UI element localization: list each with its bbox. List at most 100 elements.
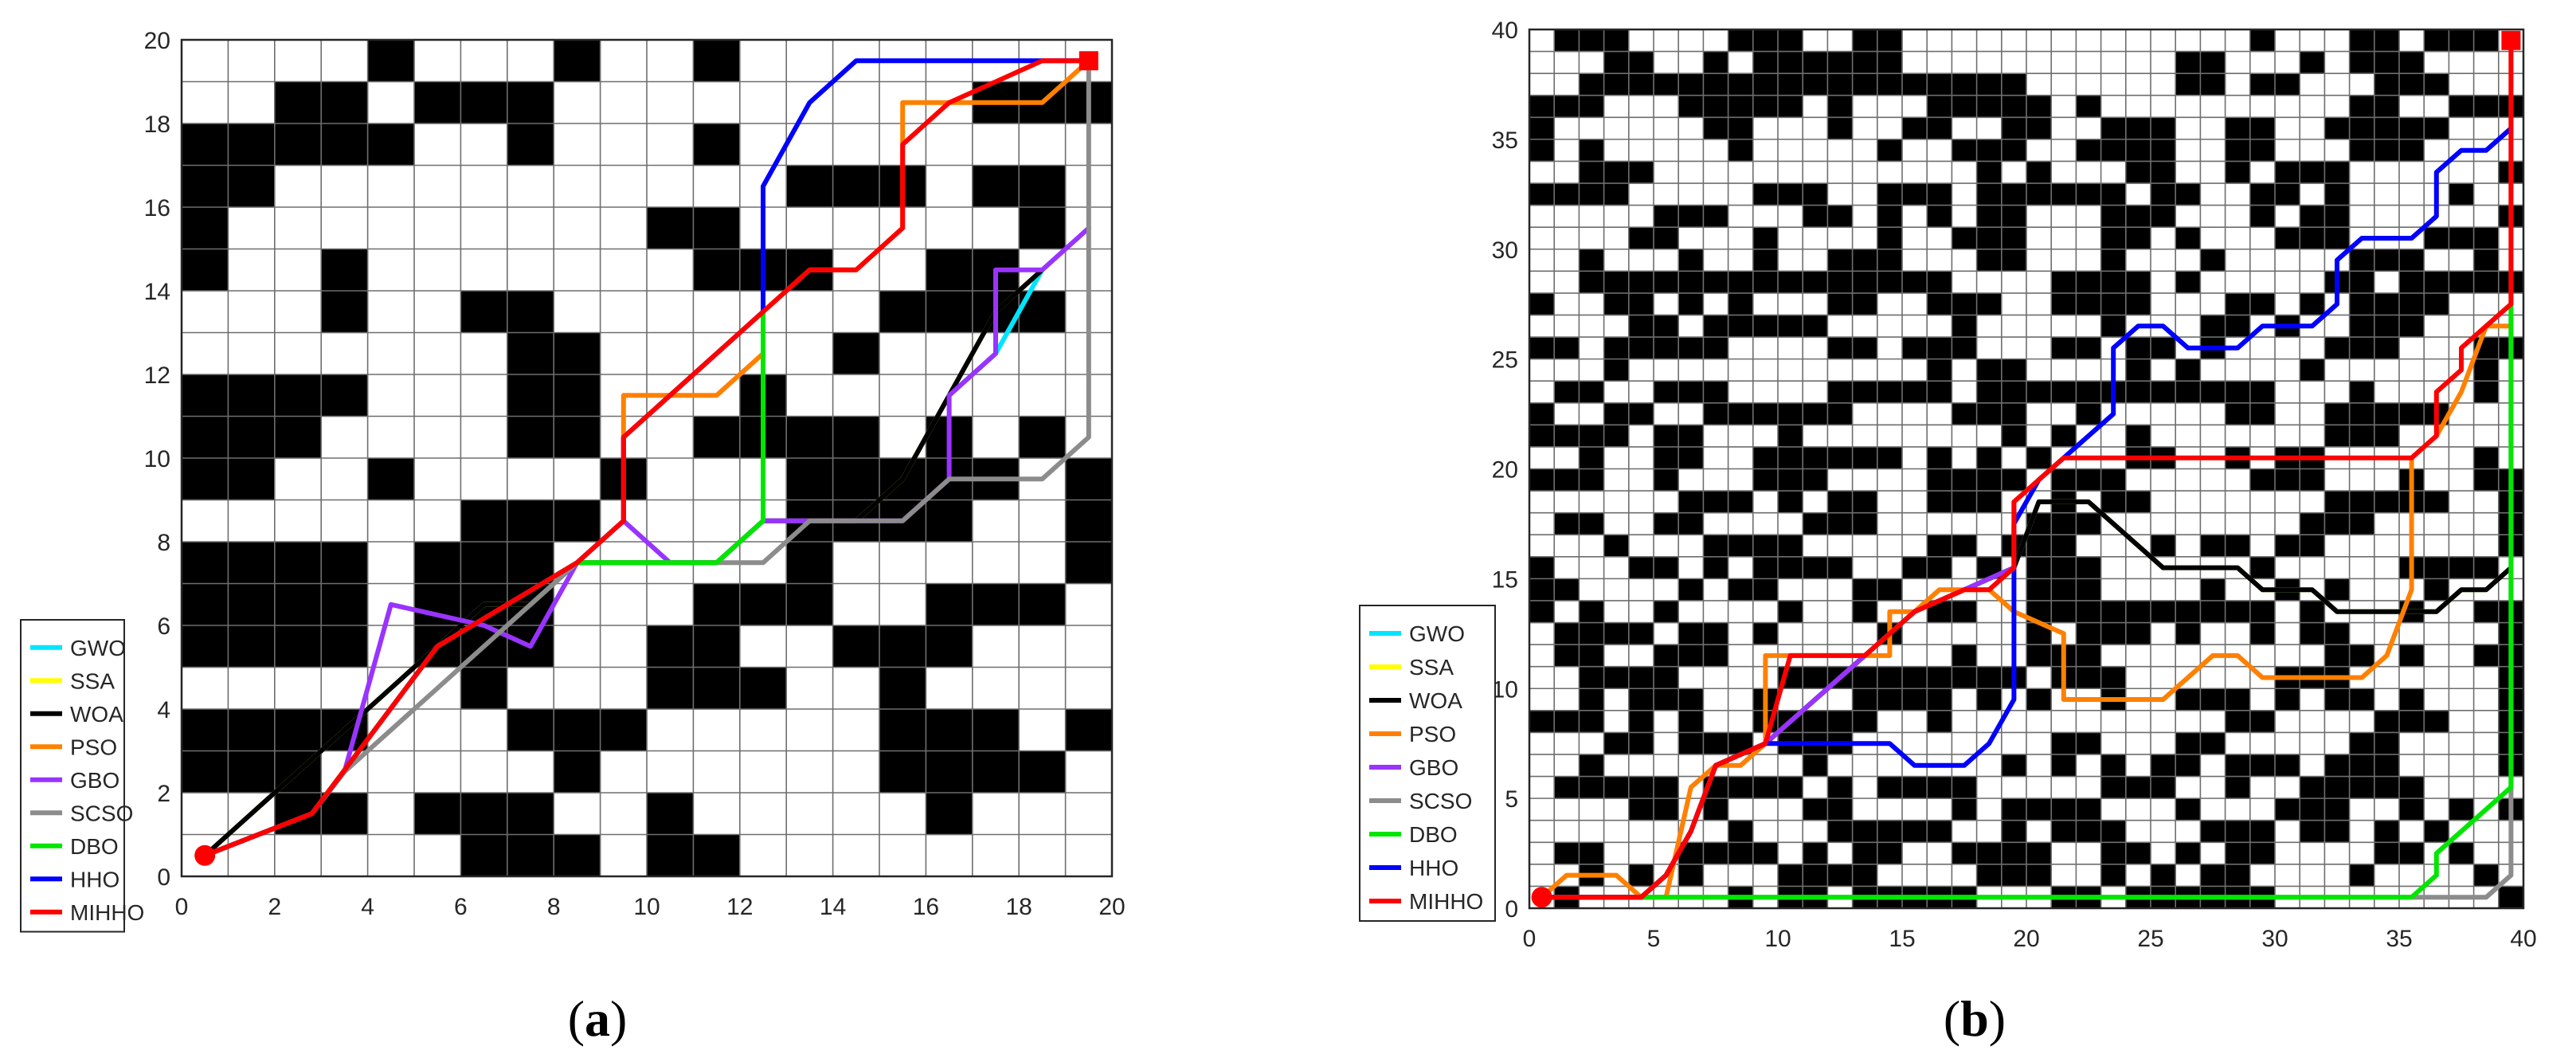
obstacle-cell <box>2300 512 2325 535</box>
obstacle-cell <box>1827 491 1854 514</box>
obstacle-cell <box>2175 622 2201 645</box>
x-tick-label: 10 <box>633 894 660 920</box>
obstacle-cell <box>2076 578 2102 601</box>
obstacle-cell <box>2374 842 2400 865</box>
obstacle-cell <box>2001 139 2027 163</box>
obstacle-cell <box>1877 776 1903 799</box>
obstacle-cell <box>2051 381 2077 404</box>
obstacle-cell <box>1877 73 1903 96</box>
obstacle-cell <box>1654 271 1679 294</box>
obstacle-cell <box>2076 556 2102 579</box>
obstacle-cell <box>1628 688 1654 711</box>
obstacle-cell <box>2399 271 2425 294</box>
obstacle-cell <box>2151 161 2176 184</box>
caption-letter: a <box>585 990 610 1047</box>
obstacle-cell <box>2275 183 2300 206</box>
obstacle-cell <box>1778 468 1803 492</box>
obstacle-cell <box>1927 468 1952 492</box>
series-line-dbo <box>1539 301 2514 900</box>
obstacle-cell <box>2151 183 2176 206</box>
obstacle-cell <box>228 165 276 208</box>
obstacle-cell <box>2374 73 2400 96</box>
obstacle-cell <box>1927 359 1952 382</box>
legend-label-ssa: SSA <box>1409 655 1454 680</box>
legend-label-gbo: GBO <box>70 768 119 793</box>
obstacle-cell <box>1803 205 1828 228</box>
obstacle-cell <box>2225 776 2251 799</box>
obstacle-cell <box>2100 666 2127 689</box>
obstacle-cell <box>2001 842 2027 865</box>
x-tick-label: 16 <box>913 894 939 920</box>
obstacle-cell <box>1827 117 1854 140</box>
obstacle-cell <box>786 542 834 585</box>
obstacle-cell <box>507 332 554 375</box>
obstacle-cell <box>2249 468 2276 492</box>
obstacle-cell <box>1902 271 1928 294</box>
obstacle-cell <box>1678 688 1704 711</box>
obstacle-cell <box>1678 271 1704 294</box>
obstacle-cell <box>1752 249 1779 272</box>
obstacle-cell <box>1628 622 1654 645</box>
obstacle-cell <box>1529 425 1555 448</box>
obstacle-cell <box>1703 842 1729 865</box>
obstacle-cell <box>879 667 926 710</box>
obstacle-cell <box>274 416 322 459</box>
obstacle-cell <box>2175 688 2201 711</box>
obstacle-cell <box>1976 73 2002 96</box>
obstacle-cell <box>2225 710 2251 733</box>
caption-close: ) <box>1989 990 2006 1047</box>
obstacle-cell <box>1877 578 1903 601</box>
obstacle-cell <box>1065 458 1113 501</box>
obstacle-cell <box>1579 95 1605 118</box>
obstacle-cell <box>1529 402 1555 425</box>
obstacle-cell <box>879 291 926 334</box>
obstacle-cell <box>1703 337 1729 360</box>
obstacle-cell <box>2001 249 2027 272</box>
obstacle-cell <box>1877 29 1903 53</box>
obstacle-cell <box>1877 227 1903 250</box>
x-tick-label: 35 <box>2386 926 2412 952</box>
obstacle-cell <box>1902 666 1928 689</box>
obstacle-cell <box>2100 249 2127 272</box>
obstacle-cell <box>2399 798 2425 821</box>
y-tick-label: 30 <box>1492 237 1518 264</box>
obstacle-cell <box>2349 292 2375 316</box>
obstacle-cell <box>693 40 741 83</box>
obstacle-cell <box>1752 227 1779 250</box>
obstacle-cell <box>1529 292 1555 316</box>
obstacle-cell <box>1654 600 1679 624</box>
caption-close: ) <box>610 990 627 1047</box>
obstacle-cell <box>2125 337 2151 360</box>
obstacle-cell <box>1803 271 1828 294</box>
obstacle-cell <box>1778 402 1803 425</box>
y-tick-label: 20 <box>1492 457 1518 484</box>
obstacle-cell <box>1628 776 1654 799</box>
obstacle-cell <box>507 709 554 752</box>
legend-label-scso: SCSO <box>70 801 133 825</box>
legend-label-mihho: MIHHO <box>1409 889 1483 914</box>
obstacle-cell <box>2275 161 2300 184</box>
obstacle-cell <box>1529 95 1555 118</box>
obstacle-cell <box>1877 820 1903 843</box>
obstacle-cell <box>2026 578 2052 601</box>
obstacle-cell <box>2051 183 2077 206</box>
y-tick-label: 4 <box>157 697 170 723</box>
obstacle-cell <box>1952 842 1978 865</box>
obstacle-cell <box>1703 95 1729 118</box>
obstacle-cell <box>2125 776 2151 799</box>
obstacle-cell <box>1703 271 1729 294</box>
obstacle-cell <box>1603 271 1630 294</box>
obstacle-cell <box>2151 535 2176 558</box>
obstacle-cell <box>1579 425 1605 448</box>
x-tick-label: 0 <box>1523 926 1537 952</box>
obstacle-cell <box>1654 205 1679 228</box>
legend: GWO SSA WOA PSO GBO SCSO DBO HHO MIHHO <box>20 619 144 933</box>
obstacle-cell <box>2051 468 2077 492</box>
obstacle-cell <box>2051 578 2077 601</box>
obstacle-cell <box>1952 468 1978 492</box>
obstacle-cell <box>1752 556 1779 579</box>
obstacle-cell <box>2026 798 2052 821</box>
obstacle-cell <box>2374 51 2400 74</box>
obstacle-cell <box>2151 205 2176 228</box>
obstacle-cell <box>2374 754 2400 778</box>
